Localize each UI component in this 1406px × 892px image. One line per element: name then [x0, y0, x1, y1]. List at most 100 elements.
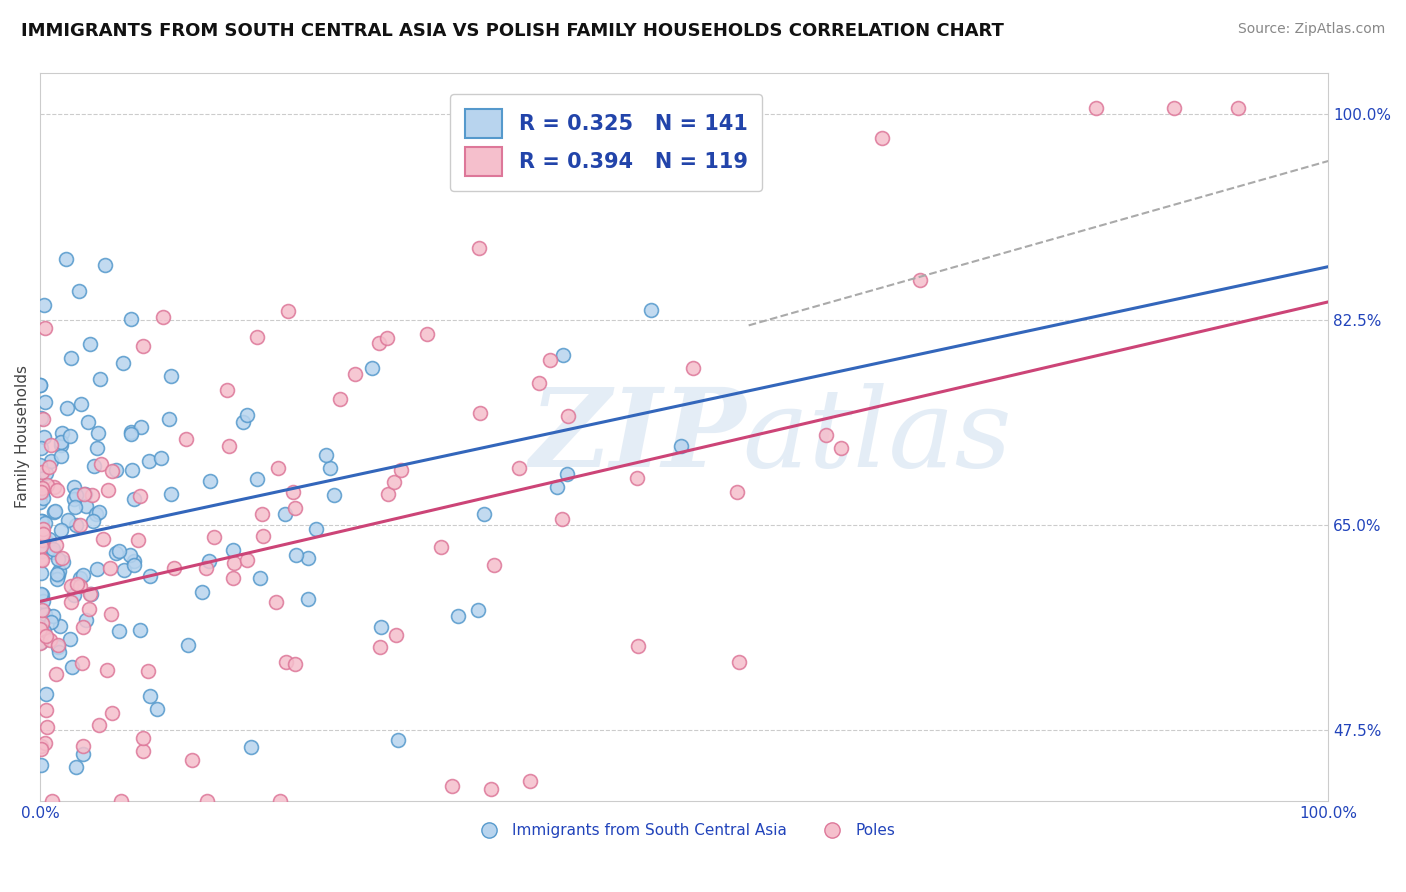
- Point: [441, 779, 464, 793]
- Point: [297, 592, 319, 607]
- Point: [467, 602, 489, 616]
- Point: [89, 372, 111, 386]
- Point: [41, 545, 63, 559]
- Point: [66, 577, 89, 591]
- Point: [31, 481, 53, 495]
- Point: [65, 760, 87, 774]
- Point: [387, 732, 409, 747]
- Point: [131, 420, 153, 434]
- Point: [51, 426, 73, 441]
- Point: [277, 303, 299, 318]
- Point: [177, 638, 200, 652]
- Point: [508, 460, 530, 475]
- Point: [37, 720, 59, 734]
- Point: [80, 587, 103, 601]
- Point: [1085, 101, 1108, 115]
- Point: [368, 640, 391, 655]
- Point: [41, 438, 63, 452]
- Point: [45, 483, 67, 497]
- Point: [69, 579, 91, 593]
- Point: [107, 624, 129, 639]
- Point: [31, 626, 53, 640]
- Point: [72, 567, 94, 582]
- Point: [30, 635, 52, 649]
- Point: [249, 571, 271, 585]
- Point: [30, 458, 52, 472]
- Point: [30, 411, 52, 425]
- Point: [55, 252, 77, 267]
- Point: [30, 441, 52, 455]
- Point: [284, 501, 307, 516]
- Point: [830, 442, 852, 456]
- Point: [70, 397, 93, 411]
- Point: [63, 589, 86, 603]
- Point: [725, 484, 748, 499]
- Point: [72, 747, 94, 761]
- Point: [174, 433, 197, 447]
- Point: [529, 376, 551, 391]
- Point: [385, 627, 408, 641]
- Point: [62, 492, 84, 507]
- Point: [41, 453, 63, 467]
- Point: [121, 463, 143, 477]
- Point: [236, 553, 259, 567]
- Point: [30, 566, 52, 581]
- Point: [67, 285, 90, 299]
- Point: [479, 782, 502, 797]
- Point: [38, 460, 60, 475]
- Point: [31, 484, 53, 499]
- Point: [32, 298, 55, 312]
- Point: [69, 571, 91, 585]
- Point: [375, 330, 398, 344]
- Point: [101, 706, 124, 720]
- Point: [46, 567, 69, 582]
- Point: [83, 458, 105, 473]
- Point: [42, 541, 65, 556]
- Point: [30, 635, 52, 649]
- Point: [195, 794, 218, 808]
- Point: [138, 568, 160, 582]
- Point: [322, 488, 344, 502]
- Point: [122, 491, 145, 506]
- Point: [138, 453, 160, 467]
- Point: [48, 564, 70, 578]
- Point: [31, 553, 53, 567]
- Point: [160, 487, 183, 501]
- Point: [46, 552, 69, 566]
- Point: [814, 428, 837, 442]
- Point: [343, 367, 366, 381]
- Point: [80, 487, 103, 501]
- Point: [682, 361, 704, 376]
- Point: [72, 739, 94, 754]
- Point: [236, 408, 259, 422]
- Point: [105, 546, 128, 560]
- Point: [468, 241, 491, 255]
- Point: [31, 482, 53, 496]
- Point: [59, 632, 82, 647]
- Point: [90, 457, 112, 471]
- Point: [32, 624, 55, 638]
- Point: [190, 585, 212, 599]
- Point: [129, 623, 152, 637]
- Point: [217, 384, 239, 398]
- Point: [34, 321, 56, 335]
- Point: [41, 794, 63, 808]
- Point: [79, 336, 101, 351]
- Point: [627, 639, 650, 653]
- Point: [31, 615, 53, 630]
- Point: [84, 507, 107, 521]
- Point: [30, 587, 52, 601]
- Point: [59, 351, 82, 366]
- Point: [430, 540, 453, 554]
- Point: [51, 550, 73, 565]
- Point: [100, 607, 122, 621]
- Point: [368, 335, 391, 350]
- Point: [87, 426, 110, 441]
- Point: [252, 528, 274, 542]
- Point: [44, 505, 66, 519]
- Point: [274, 507, 297, 521]
- Point: [30, 495, 52, 509]
- Point: [62, 480, 84, 494]
- Point: [284, 657, 307, 672]
- Point: [468, 406, 491, 420]
